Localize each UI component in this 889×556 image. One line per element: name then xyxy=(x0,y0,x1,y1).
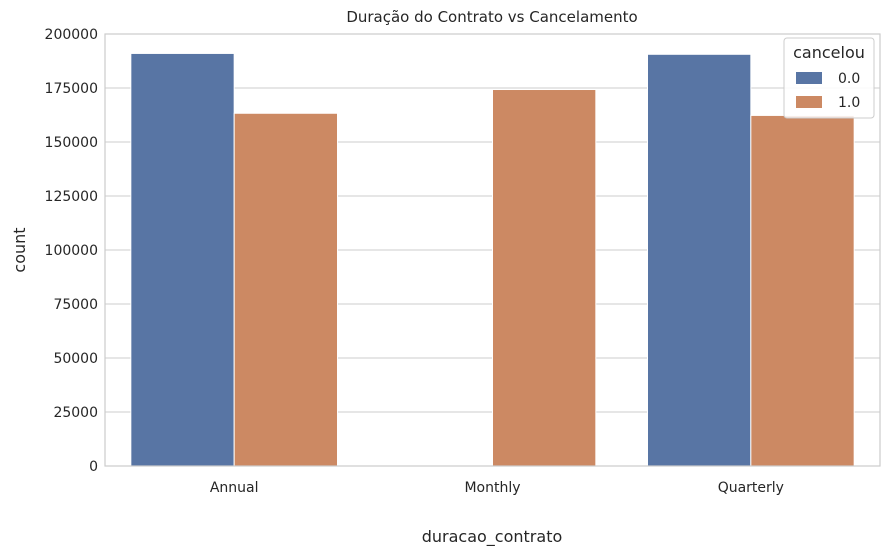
legend-swatch xyxy=(796,96,822,108)
legend-swatch xyxy=(796,72,822,84)
y-tick-label: 125000 xyxy=(45,189,98,205)
plot-frame xyxy=(104,33,881,467)
y-tick-label: 100000 xyxy=(45,243,98,259)
y-tick-label: 200000 xyxy=(45,27,98,43)
x-axis-label: duracao_contrato xyxy=(422,527,563,547)
bar-quarterly-series-1 xyxy=(750,114,855,467)
bars xyxy=(130,52,855,467)
legend: cancelou 0.0 1.0 xyxy=(783,37,875,119)
chart-title: Duração do Contrato vs Cancelamento xyxy=(346,8,637,26)
bar-quarterly-series-0 xyxy=(647,53,752,467)
x-tick-label: Monthly xyxy=(464,480,520,496)
y-tick-label: 0 xyxy=(89,459,98,475)
y-tick-label: 150000 xyxy=(45,135,98,151)
y-tick-label: 75000 xyxy=(53,297,98,313)
x-tick-label: Quarterly xyxy=(718,480,784,496)
y-tick-label: 25000 xyxy=(53,405,98,421)
bar-annual-series-1 xyxy=(233,112,339,467)
legend-title: cancelou xyxy=(793,43,865,62)
y-tick-label: 50000 xyxy=(53,351,98,367)
x-tick-labels: Annual Monthly Quarterly xyxy=(210,480,784,496)
bar-annual-series-0 xyxy=(130,52,235,467)
y-tick-labels: 0 25000 50000 75000 100000 125000 150000 175000… xyxy=(45,27,98,475)
bar-monthly-series-1 xyxy=(492,89,597,467)
legend-entry-label: 0.0 xyxy=(838,71,860,87)
x-tick-label: Annual xyxy=(210,480,259,496)
y-axis-label: count xyxy=(10,227,29,272)
legend-entry-label: 1.0 xyxy=(838,95,860,111)
y-tick-label: 175000 xyxy=(45,81,98,97)
